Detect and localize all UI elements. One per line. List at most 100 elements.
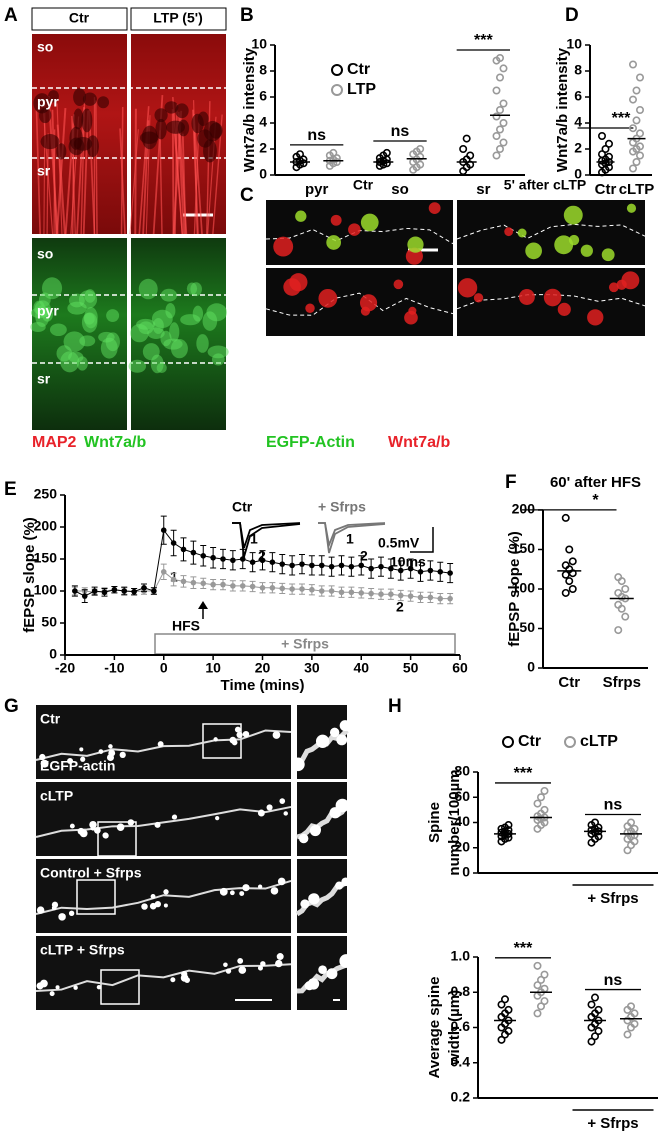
- y-tick-label: 40: [454, 813, 470, 829]
- data-point: [141, 585, 147, 591]
- spot: [587, 309, 604, 326]
- data-point: [536, 793, 545, 802]
- data-point: [378, 591, 384, 597]
- cell: [49, 323, 67, 337]
- spot: [360, 213, 379, 232]
- scale-label: 10ms: [390, 554, 426, 570]
- data-point: [540, 997, 549, 1006]
- y-tick-label: 0.4: [451, 1053, 471, 1069]
- data-point: [533, 961, 542, 970]
- spot: [408, 306, 417, 315]
- spot: [393, 279, 404, 290]
- y-axis-label: Average spine: [426, 977, 443, 1079]
- spot: [318, 288, 338, 308]
- y-tick-label: 50: [519, 619, 535, 635]
- data-point: [504, 1005, 513, 1014]
- column-header: Ctr: [353, 177, 374, 193]
- data-point: [417, 594, 424, 601]
- inset-label: + Sfrps: [318, 499, 366, 515]
- data-point: [597, 132, 606, 141]
- data-point: [587, 1037, 596, 1046]
- data-point: [328, 588, 335, 594]
- spine: [231, 739, 238, 746]
- spine: [329, 807, 341, 819]
- spine: [171, 814, 177, 820]
- data-point: [407, 593, 414, 599]
- spine: [36, 982, 44, 990]
- data-point: [382, 148, 391, 157]
- panel-letter: A: [4, 5, 18, 26]
- cell: [67, 301, 87, 315]
- data-point: [72, 588, 78, 594]
- cell: [73, 108, 84, 130]
- image: [36, 705, 291, 779]
- panel-letter: G: [4, 696, 19, 717]
- legend-label: cLTP: [580, 733, 618, 750]
- cell: [164, 101, 179, 114]
- data-point: [269, 559, 276, 565]
- data-point: [626, 1002, 635, 1011]
- spine: [213, 737, 218, 742]
- spine: [40, 759, 49, 768]
- spine: [69, 823, 75, 829]
- y-axis-label: fEPSP slope (%): [506, 531, 523, 647]
- data-point: [495, 125, 504, 134]
- data-point: [604, 139, 613, 148]
- y-axis-label: Spine: [426, 802, 443, 843]
- data-point: [568, 584, 577, 593]
- spine: [326, 968, 338, 980]
- data-point: [590, 818, 599, 827]
- trace: [232, 522, 301, 558]
- data-point: [597, 150, 606, 159]
- spine: [163, 889, 169, 895]
- scale-bar: [410, 527, 434, 553]
- data-point: [540, 786, 549, 795]
- y-axis-label: fEPSP slope (%): [21, 517, 38, 633]
- data-point: [635, 73, 644, 82]
- data-point: [536, 975, 545, 984]
- box-label: + Sfrps: [281, 636, 329, 652]
- data-point: [230, 557, 236, 564]
- y-tick-label: 200: [34, 518, 58, 534]
- y-tick-label: 0.6: [451, 1018, 471, 1034]
- stain-label: MAP2: [32, 434, 77, 451]
- spine: [283, 811, 288, 816]
- data-point: [635, 106, 644, 115]
- data-point: [495, 106, 504, 115]
- spine: [237, 958, 244, 964]
- x-tick-label: 40: [353, 660, 369, 676]
- x-tick-label: cLTP: [619, 181, 655, 198]
- layer-label: pyr: [37, 303, 59, 319]
- image: [36, 936, 291, 1010]
- spine: [329, 727, 340, 738]
- spot: [305, 303, 315, 313]
- header-box: [130, 7, 227, 31]
- spine: [238, 966, 247, 974]
- data-point: [397, 567, 404, 574]
- data-point: [416, 145, 425, 154]
- dendrite: [35, 729, 292, 761]
- data-point: [388, 565, 394, 572]
- y-tick-label: 2: [574, 140, 582, 156]
- x-tick-label: Sfrps: [603, 674, 641, 691]
- spine: [300, 899, 310, 909]
- cell: [197, 129, 213, 148]
- data-point: [309, 586, 315, 593]
- data-point: [568, 569, 577, 578]
- spine: [51, 905, 57, 911]
- spine: [260, 961, 266, 967]
- data-point: [190, 549, 197, 556]
- spot: [557, 302, 571, 316]
- data-point: [299, 586, 305, 592]
- x-tick-label: + Sfrps: [587, 1115, 638, 1132]
- spine: [341, 877, 350, 887]
- spine: [163, 903, 168, 908]
- data-point: [617, 577, 626, 586]
- x-tick-label: 30: [304, 660, 320, 676]
- spine: [154, 821, 161, 828]
- legend-label: LTP: [347, 81, 376, 98]
- data-point: [626, 818, 635, 827]
- texture: [119, 128, 126, 235]
- data-point: [170, 540, 177, 546]
- spine: [119, 751, 126, 759]
